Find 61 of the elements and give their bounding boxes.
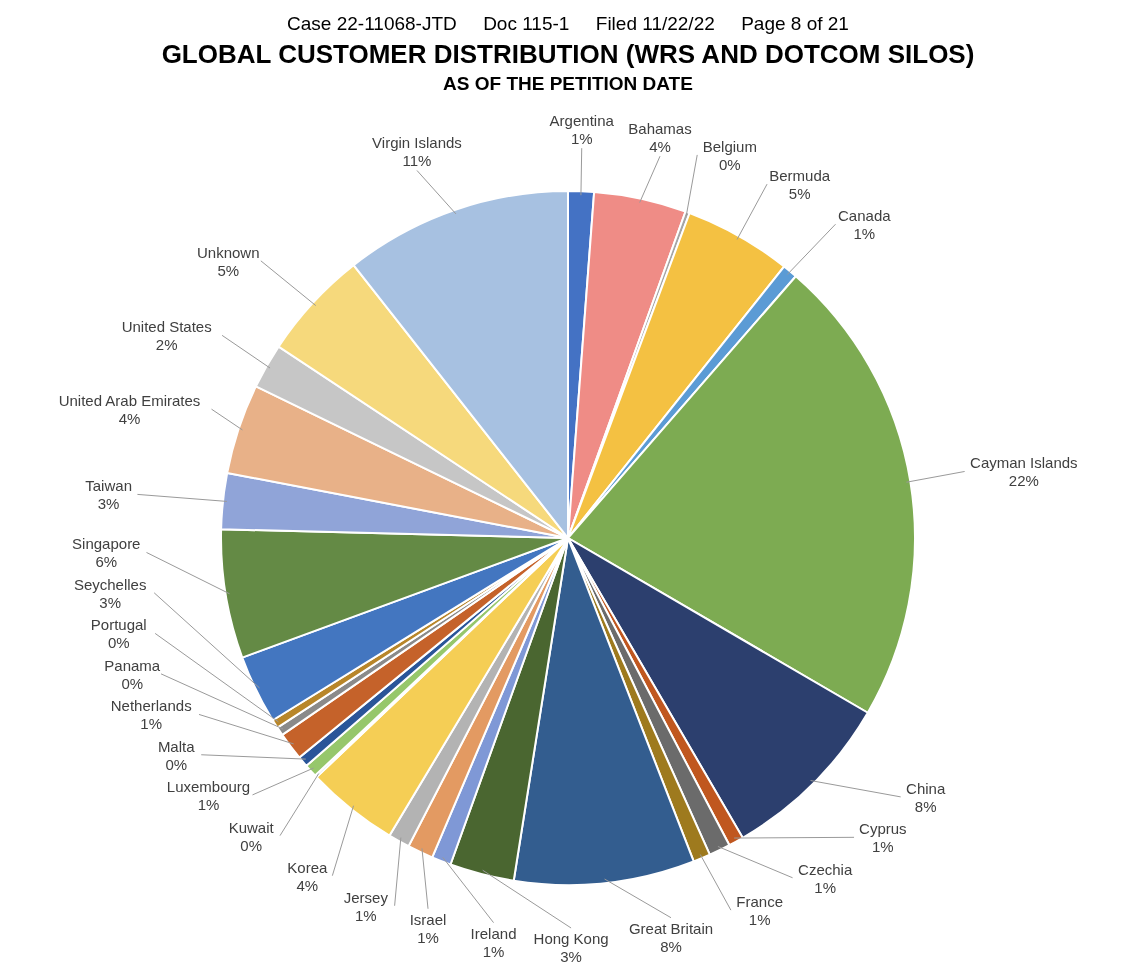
slice-label: Malta <box>157 737 196 755</box>
data-label: 0% <box>165 755 188 773</box>
slice-label: Belgium <box>702 137 757 155</box>
data-label: 11% <box>402 152 432 170</box>
slice-label: France <box>736 893 784 911</box>
slice-label: Virgin Islands <box>372 134 462 152</box>
slice-label: Kuwait <box>228 818 275 836</box>
slice-label: United Arab Emirates <box>58 392 201 410</box>
data-label: 1% <box>482 942 505 960</box>
data-label: 0% <box>718 155 741 173</box>
text: Case 22-11068-JTD Doc 115-1 Filed 11/22/22 Page 8 of 21 <box>287 13 849 34</box>
data-label: 4% <box>296 876 319 894</box>
slice-label: Argentina <box>549 112 615 130</box>
chart-title: GLOBAL CUSTOMER DISTRIBUTION (WRS AND DOTCOM SILOS) <box>161 39 975 69</box>
data-label: 3% <box>97 495 120 513</box>
data-label: 0% <box>121 674 144 692</box>
slice-label: Bermuda <box>769 167 831 185</box>
data-label: 1% <box>140 715 163 733</box>
slice-label: Singapore <box>72 535 141 553</box>
data-label: 1% <box>354 906 377 924</box>
slice-label: Great Britain <box>628 919 714 937</box>
slice-label: Ireland <box>470 924 517 942</box>
slice-label: Jersey <box>343 888 389 906</box>
data-label: 5% <box>217 261 240 279</box>
data-label: 0% <box>240 836 263 854</box>
data-label: 1% <box>197 795 220 813</box>
data-label: 1% <box>748 911 771 929</box>
data-label: 1% <box>814 878 837 896</box>
slice-label: Cayman Islands <box>970 454 1078 472</box>
slice-label: Luxembourg <box>166 777 251 795</box>
slice-label: Canada <box>838 207 892 225</box>
slice-label: Czechia <box>798 860 853 878</box>
slice-label: Taiwan <box>85 477 132 495</box>
slice-label: Netherlands <box>110 697 192 715</box>
slice-label: Korea <box>287 858 329 876</box>
slice-label: Bahamas <box>628 120 692 138</box>
data-label: 5% <box>788 185 811 203</box>
slice-label: Panama <box>104 656 161 674</box>
slice-label: China <box>906 779 946 797</box>
slice-label: Hong Kong <box>533 929 609 947</box>
data-label: 6% <box>95 553 118 571</box>
slice-label: Unknown <box>196 243 260 261</box>
slice-label: United States <box>121 318 212 336</box>
data-label: 3% <box>99 593 122 611</box>
data-label: 1% <box>872 838 894 856</box>
data-label: 3% <box>560 947 582 965</box>
slice-label: Seychelles <box>73 575 147 593</box>
data-label: 4% <box>649 138 671 156</box>
data-label: 8% <box>914 797 937 815</box>
data-label: 1% <box>417 928 439 946</box>
data-label: 22% <box>1008 472 1039 490</box>
data-label: 1% <box>853 225 876 243</box>
data-label: 2% <box>155 336 178 354</box>
chart-subtitle: AS OF THE PETITION DATE <box>443 73 693 94</box>
data-label: 1% <box>570 130 593 148</box>
data-label: 4% <box>118 410 141 428</box>
slice-label: Portugal <box>90 616 147 634</box>
data-label: 0% <box>107 634 130 652</box>
data-label: 8% <box>660 937 682 955</box>
slice-label: Israel <box>409 910 447 928</box>
slice-label: Cyprus <box>859 820 907 838</box>
